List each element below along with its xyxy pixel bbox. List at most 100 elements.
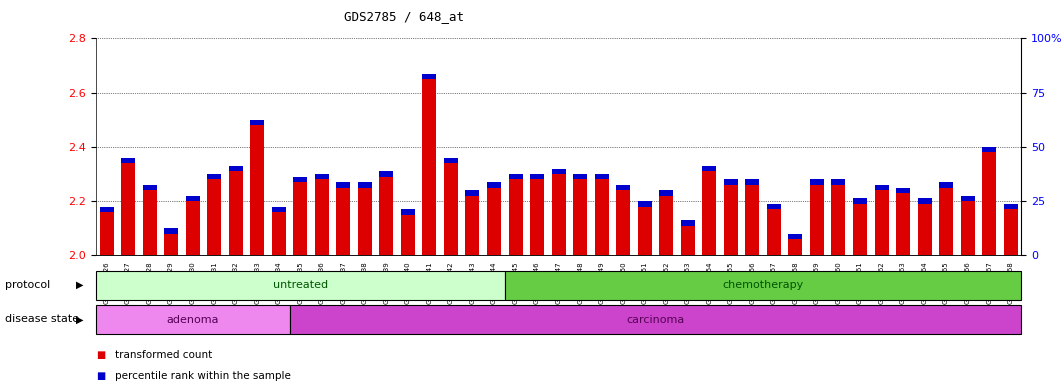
Bar (616, 185, 630, 255)
Bar (914, 38, 935, 255)
Bar (315, 174, 329, 255)
Bar (831, 179, 846, 185)
Bar (268, 38, 289, 255)
Bar (509, 174, 522, 255)
Bar (767, 204, 781, 209)
Bar (763, 38, 784, 255)
Bar (853, 199, 867, 255)
Bar (117, 38, 138, 255)
Bar (569, 38, 591, 255)
Bar (504, 38, 527, 255)
Bar (720, 38, 742, 255)
Bar (961, 196, 975, 255)
Bar (294, 177, 307, 255)
Bar (699, 38, 720, 255)
Bar (870, 38, 893, 255)
Bar (504, 271, 1021, 300)
Bar (100, 207, 114, 212)
Bar (742, 38, 763, 255)
Bar (229, 166, 243, 255)
Text: ▶: ▶ (76, 314, 83, 324)
Bar (229, 166, 243, 171)
Bar (681, 220, 695, 255)
Bar (573, 174, 587, 179)
Bar (121, 158, 135, 163)
Bar (96, 271, 504, 300)
Bar (444, 158, 458, 255)
Bar (185, 196, 200, 201)
Bar (289, 305, 1021, 334)
Bar (487, 182, 501, 187)
Bar (982, 147, 996, 255)
Bar (96, 305, 289, 334)
Bar (979, 38, 1000, 255)
Bar (161, 38, 182, 255)
Bar (788, 233, 802, 239)
Bar (121, 158, 135, 255)
Bar (271, 207, 286, 212)
Bar (637, 201, 652, 207)
Text: chemotherapy: chemotherapy (722, 280, 803, 290)
Bar (380, 171, 394, 255)
Bar (465, 190, 480, 255)
Bar (336, 182, 350, 255)
Text: transformed count: transformed count (115, 350, 212, 360)
Bar (487, 182, 501, 255)
Bar (935, 38, 957, 255)
Bar (333, 38, 354, 255)
Bar (875, 185, 888, 190)
Bar (724, 179, 737, 255)
Text: disease state: disease state (5, 314, 80, 324)
Bar (401, 209, 415, 255)
Bar (143, 185, 156, 190)
Bar (940, 182, 953, 187)
Bar (810, 179, 824, 185)
Bar (831, 179, 846, 255)
Bar (957, 38, 979, 255)
Bar (807, 38, 828, 255)
Bar (595, 174, 609, 255)
Bar (788, 233, 802, 255)
Bar (724, 179, 737, 185)
Bar (418, 38, 440, 255)
Text: adenoma: adenoma (166, 314, 219, 325)
Bar (551, 169, 566, 174)
Bar (767, 204, 781, 255)
Bar (336, 182, 350, 187)
Bar (613, 38, 634, 255)
Bar (660, 190, 674, 255)
Bar (250, 120, 264, 125)
Bar (380, 171, 394, 177)
Bar (444, 158, 458, 163)
Bar (401, 209, 415, 215)
Bar (591, 38, 613, 255)
Bar (315, 174, 329, 179)
Bar (247, 38, 268, 255)
Bar (207, 174, 221, 179)
Bar (917, 199, 932, 255)
Bar (527, 38, 548, 255)
Bar (634, 38, 655, 255)
Bar (681, 220, 695, 225)
Bar (1000, 38, 1021, 255)
Bar (311, 38, 333, 255)
Bar (440, 38, 462, 255)
Bar (143, 185, 156, 255)
Bar (660, 190, 674, 196)
Bar (530, 174, 544, 179)
Bar (875, 185, 888, 255)
Bar (96, 38, 117, 255)
Bar (940, 182, 953, 255)
Bar (203, 38, 225, 255)
Bar (896, 187, 910, 255)
Bar (250, 120, 264, 255)
Bar (354, 38, 376, 255)
Bar (702, 166, 716, 171)
Text: ■: ■ (96, 350, 105, 360)
Bar (509, 174, 522, 179)
Bar (784, 38, 807, 255)
Bar (677, 38, 699, 255)
Bar (138, 38, 161, 255)
Bar (1003, 204, 1017, 209)
Bar (483, 38, 504, 255)
